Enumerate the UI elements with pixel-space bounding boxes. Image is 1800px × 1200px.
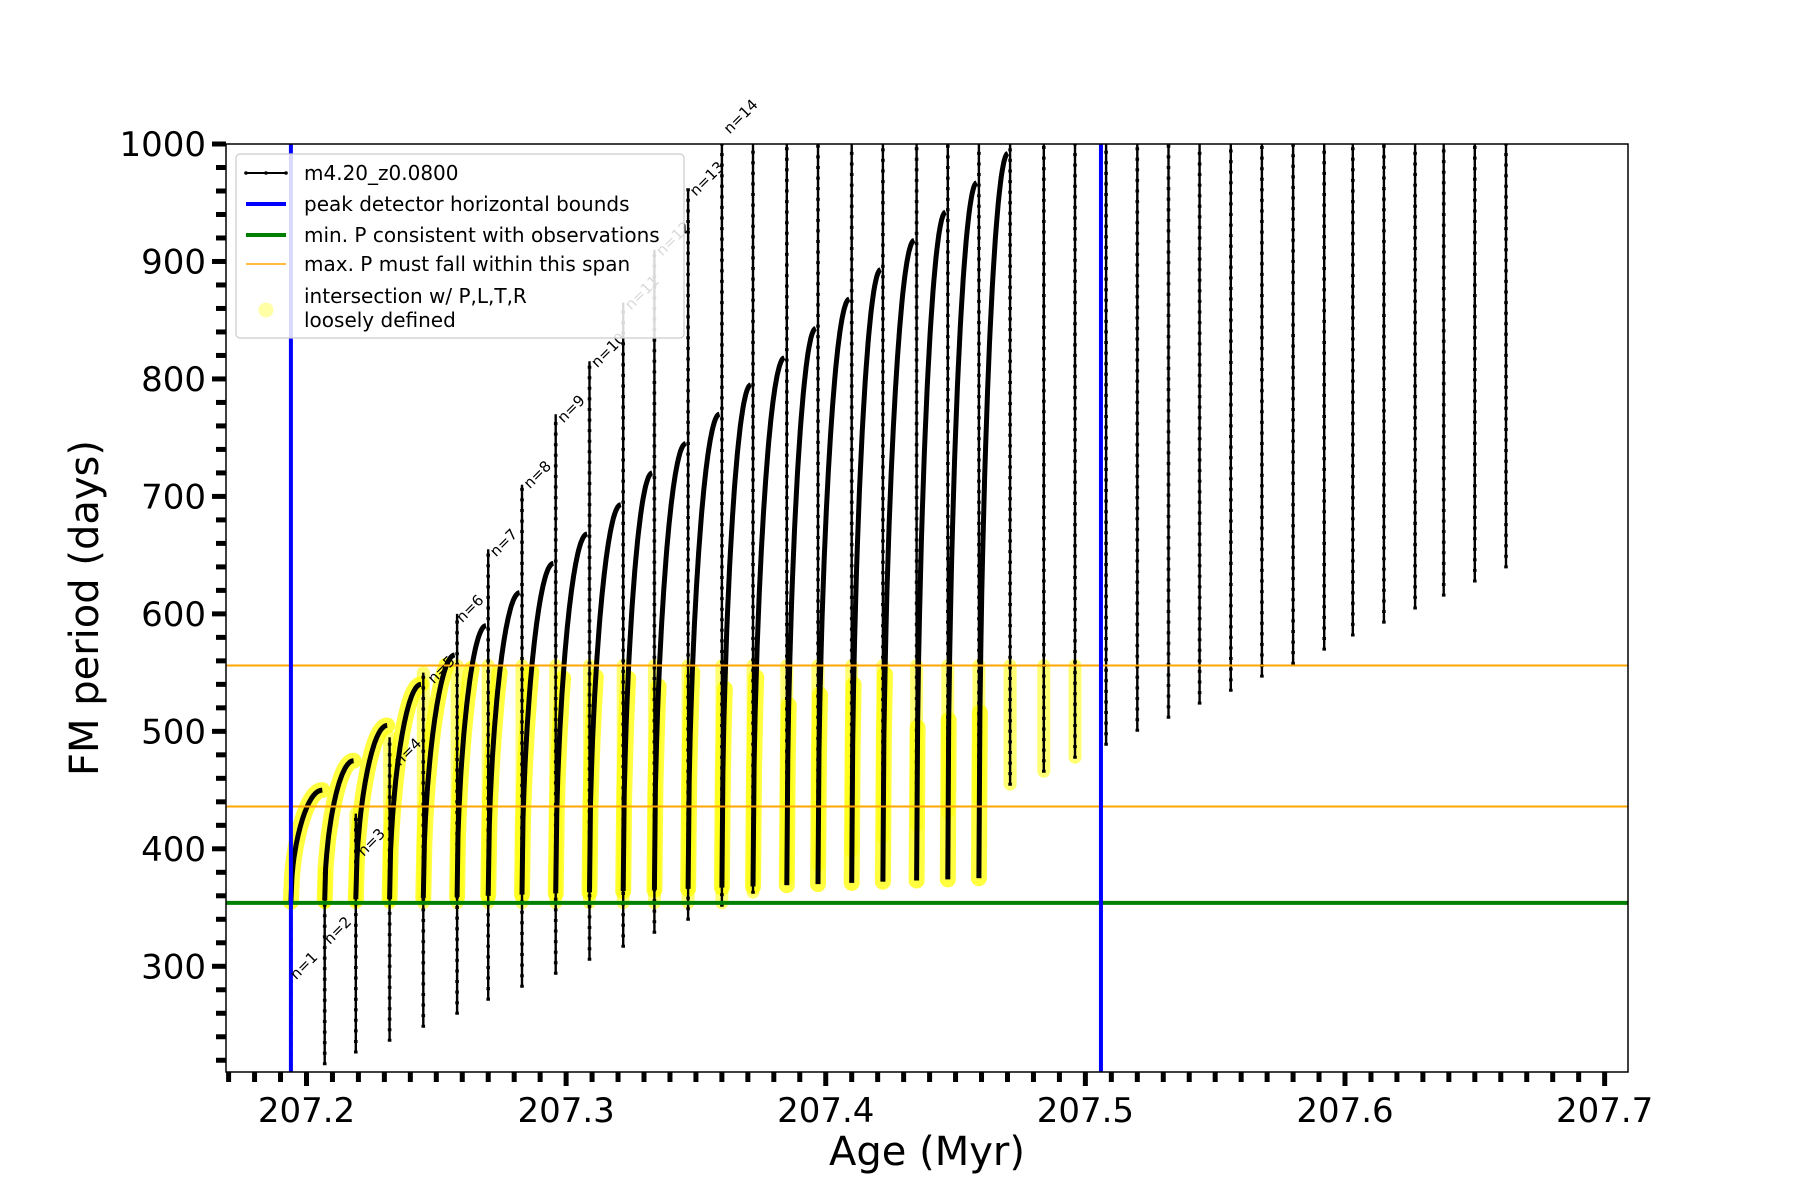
- cycle-annotation: n=8: [520, 457, 555, 492]
- x-tick-label: 207.5: [1037, 1091, 1134, 1131]
- legend-label: m4.20_z0.0800: [304, 161, 459, 185]
- y-axis-label: FM period (days): [62, 440, 108, 776]
- legend-label: max. P must fall within this span: [304, 252, 630, 276]
- x-tick-label: 207.3: [517, 1091, 614, 1131]
- reference-lines: [226, 664, 1628, 905]
- y-tick-label: 300: [141, 947, 206, 987]
- x-tick-label: 207.7: [1556, 1091, 1653, 1131]
- legend-swatch-marker: [244, 171, 248, 175]
- x-tick-label: 207.4: [777, 1091, 874, 1131]
- y-tick-label: 600: [141, 595, 206, 635]
- x-tick-label: 207.6: [1296, 1091, 1393, 1131]
- legend-swatch-marker: [264, 171, 268, 175]
- period-series: [288, 144, 1508, 1068]
- legend-label: loosely defined: [304, 308, 456, 332]
- legend-label: peak detector horizontal bounds: [304, 192, 630, 216]
- legend-label: intersection w/ P,L,T,R: [304, 284, 527, 308]
- interpulse-arcs: [288, 151, 1010, 902]
- cycle-annotation: n=14: [720, 96, 762, 138]
- cycle-annotation: n=9: [554, 391, 589, 426]
- y-tick-label: 700: [141, 477, 206, 517]
- legend-swatch: [258, 302, 274, 318]
- y-tick-label: 500: [141, 712, 206, 752]
- y-tick-label: 1000: [119, 125, 206, 165]
- x-axis-label: Age (Myr): [829, 1129, 1025, 1175]
- y-tick-label: 900: [141, 242, 206, 282]
- legend-label: min. P consistent with observations: [304, 223, 660, 247]
- plot-frame: [225, 143, 1629, 1073]
- x-tick-label: 207.2: [258, 1091, 355, 1131]
- legend-box: [235, 153, 685, 339]
- legend-swatch-marker: [284, 171, 288, 175]
- cycle-annotation: n=7: [486, 525, 521, 560]
- y-tick-label: 400: [141, 830, 206, 870]
- axes: 207.2 207.3 207.4 207.5 207.6 207.7 300 400 500 6…: [119, 125, 1653, 1131]
- y-tick-label: 800: [141, 360, 206, 400]
